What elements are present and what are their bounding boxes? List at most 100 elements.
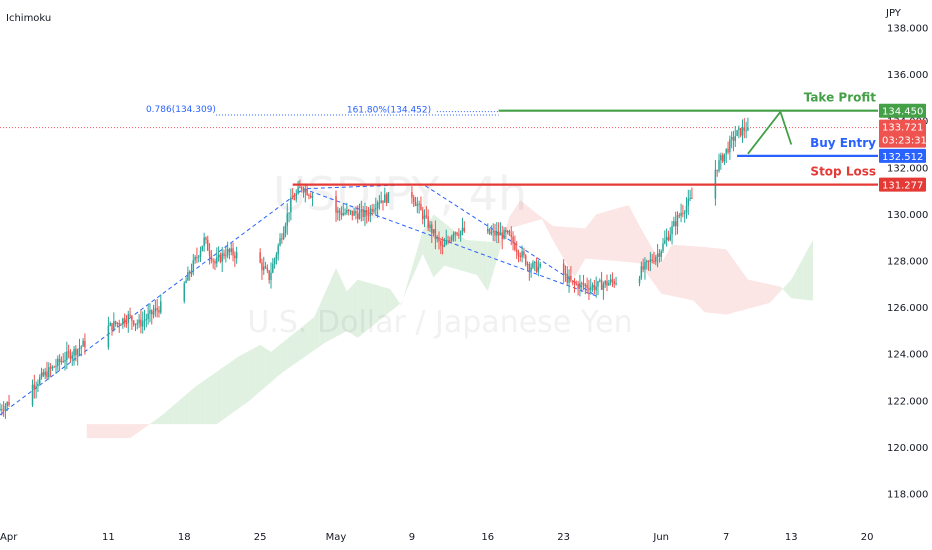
candle-body (279, 238, 281, 246)
price-axis[interactable]: 118.000 120.000 122.000 124.000 126.000 128.0… (887, 23, 928, 500)
candle-body (528, 264, 531, 271)
cloud-segment (216, 367, 223, 425)
candle-body (440, 240, 442, 246)
candle-body (76, 349, 79, 356)
cloud-segment (162, 410, 169, 425)
cloud-segment (547, 221, 553, 241)
candle-body (384, 194, 386, 203)
cloud-segment (243, 350, 250, 405)
cloud-segment (395, 297, 402, 308)
candle-body (497, 231, 500, 236)
price-tags: 134.450 133.721 03:23:31 132.512 131.277 (879, 103, 927, 192)
price-tick-label: 130.000 (887, 210, 928, 221)
candle-body (414, 202, 417, 206)
candle-body (190, 271, 193, 274)
cloud-segment (455, 231, 461, 271)
candle-body (197, 256, 200, 258)
candle-body (434, 229, 437, 239)
price-tag-value: 134.450 (882, 107, 923, 118)
candle-body (456, 232, 458, 235)
candle-body (747, 127, 749, 131)
candle-body (149, 310, 151, 314)
candle-body (158, 309, 160, 313)
time-tick-label: Apr (0, 532, 18, 543)
candle-body (427, 216, 429, 228)
candle-body (40, 372, 43, 378)
candle-body (114, 321, 117, 324)
candle-body (57, 358, 59, 367)
cloud-segment (552, 226, 559, 250)
candle-body (64, 360, 66, 362)
candle-body (535, 261, 538, 272)
candle-body (524, 255, 527, 265)
indicator-label[interactable]: Ichimoku (6, 13, 51, 24)
candle-body (496, 231, 498, 236)
candle-body (669, 234, 671, 241)
candle-body (116, 322, 119, 324)
candle-body (411, 192, 413, 198)
cloud-segment (715, 248, 721, 315)
cloud-segment (254, 344, 261, 397)
time-axis[interactable]: Apr 11 18 25 May 9 16 23 Jun 7 13 20 (0, 532, 874, 543)
candle-body (387, 192, 390, 203)
cloud-segment (406, 267, 412, 291)
cloud-segment (639, 226, 645, 271)
candle-body (219, 254, 222, 262)
price-levels[interactable]: Take Profit Buy Entry Stop Loss (292, 91, 878, 186)
candle-body (533, 261, 536, 263)
candle-body (732, 137, 735, 141)
candle-body (212, 260, 214, 262)
cloud-segment (401, 286, 407, 306)
candle-body (373, 209, 375, 212)
cloud-segment (699, 246, 705, 313)
candle-body (216, 257, 218, 264)
candle-body (221, 253, 223, 262)
candle-body (264, 266, 267, 269)
candle-body (689, 197, 691, 199)
candle-body (308, 195, 310, 197)
candle-body (510, 234, 513, 237)
candle-body (499, 232, 502, 236)
candle-body (562, 263, 565, 275)
candle-body (579, 282, 581, 289)
candle-body (196, 256, 198, 258)
price-tick-label: 126.000 (887, 303, 928, 314)
candle-body (138, 319, 140, 324)
candle-body (194, 256, 196, 261)
candle-body (275, 254, 278, 260)
cloud-segment (709, 247, 716, 314)
candle-body (380, 200, 382, 203)
candle-body (42, 372, 45, 376)
candle-body (741, 127, 744, 136)
cloud-segment (422, 222, 429, 266)
candle-body (651, 259, 653, 262)
cloud-segment (596, 212, 602, 260)
candle-body (590, 287, 592, 291)
candles (0, 117, 749, 419)
candle-body (646, 260, 648, 263)
candle-body (459, 231, 462, 236)
candle-body (725, 148, 727, 154)
candle-body (425, 215, 428, 217)
cloud-segment (97, 424, 103, 439)
candle-body (297, 187, 299, 194)
candle-body (443, 244, 446, 247)
cloud-segment (314, 304, 320, 351)
candle-body (302, 189, 305, 193)
candle-body (367, 215, 370, 217)
candle-body (35, 386, 37, 389)
cloud-segment (807, 240, 813, 301)
candle-body (335, 195, 337, 213)
cloud-segment (151, 418, 158, 425)
price-tick-label: 120.000 (887, 443, 928, 454)
candle-body (526, 264, 529, 266)
candle-body (452, 234, 455, 237)
candle-body (199, 250, 202, 257)
candle-body (649, 259, 652, 262)
candle-body (304, 188, 307, 193)
candle-body (683, 212, 686, 214)
candle-body (506, 230, 509, 233)
cloud-segment (802, 249, 808, 301)
candle-body (1, 408, 3, 411)
